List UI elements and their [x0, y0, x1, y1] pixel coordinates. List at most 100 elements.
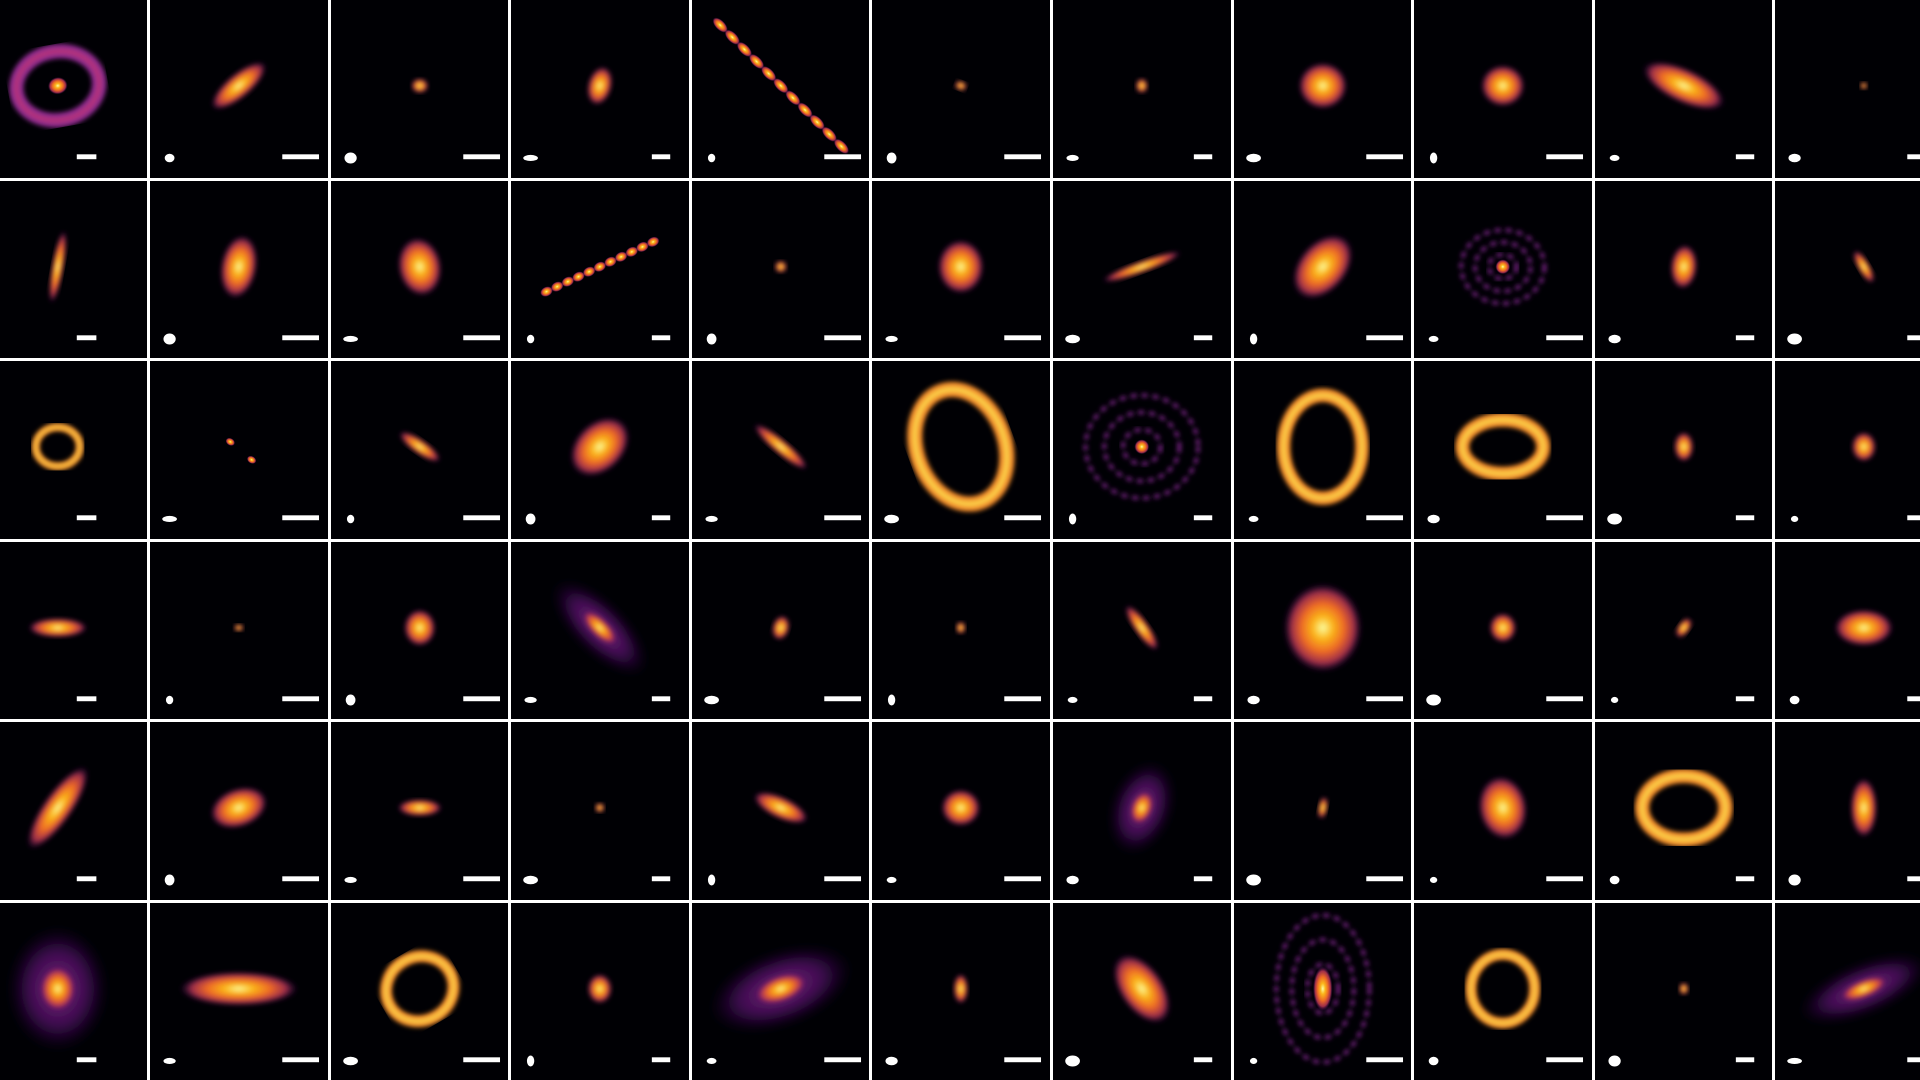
emission-blob	[49, 230, 67, 303]
beam-ellipse	[1430, 152, 1438, 164]
disk-image	[887, 80, 1042, 164]
emission-blob	[956, 621, 967, 634]
disk-image	[705, 424, 861, 523]
emission-blob	[397, 799, 442, 817]
disk-image-panel	[511, 180, 689, 359]
disk-image	[888, 621, 1042, 706]
scale-bar	[1907, 876, 1920, 882]
disk-emission	[211, 61, 267, 110]
emission-blob	[28, 617, 88, 638]
scale-bar	[1546, 154, 1584, 160]
disk-emission	[753, 424, 808, 470]
disk-image	[1245, 62, 1403, 163]
emission-ring-crest	[912, 387, 1010, 507]
emission-blob	[1675, 617, 1692, 638]
emission-blob	[1292, 234, 1353, 299]
disk-image	[1065, 250, 1213, 343]
disk-emission	[28, 617, 88, 638]
scale-bar	[1193, 515, 1213, 521]
beam-ellipse	[1609, 876, 1620, 885]
disk-emission	[953, 974, 969, 1004]
scale-bar	[1004, 334, 1042, 340]
scale-bar	[652, 334, 671, 340]
scale-bar	[1004, 696, 1042, 702]
scale-bar	[1004, 1057, 1042, 1063]
disk-image	[28, 617, 97, 702]
beam-ellipse	[1428, 1056, 1439, 1066]
beam-ellipse	[1245, 874, 1261, 886]
beam-ellipse	[888, 694, 896, 706]
disk-image	[1790, 609, 1920, 705]
emission-ring	[1083, 393, 1200, 501]
scale-bar	[1365, 154, 1403, 160]
scale-bar	[282, 334, 320, 340]
disk-image-panel	[330, 361, 509, 539]
beam-ellipse	[1787, 1057, 1803, 1065]
emission-knot	[724, 29, 740, 45]
disk-image	[707, 792, 861, 886]
emission-knot	[636, 241, 649, 252]
emission-knot	[583, 266, 596, 277]
beam-ellipse	[345, 694, 356, 706]
emission-blob	[1135, 78, 1148, 94]
disk-emission	[1459, 227, 1547, 305]
disk-image	[527, 236, 671, 343]
disk-emission	[1673, 432, 1694, 462]
scale-bar	[652, 515, 671, 521]
emission-knot	[821, 126, 837, 142]
disk-image-panel	[1594, 903, 1773, 1080]
beam-ellipse	[1608, 334, 1621, 343]
disk-image	[164, 787, 320, 886]
beam-ellipse	[1609, 154, 1620, 162]
disk-image-panel	[691, 903, 870, 1080]
emission-core	[1312, 966, 1333, 1011]
disk-emission	[403, 609, 436, 646]
disk-emission	[956, 621, 967, 634]
beam-ellipse	[1608, 1055, 1621, 1067]
disk-image	[9, 43, 107, 160]
disk-image	[1249, 234, 1403, 345]
emission-blob	[1480, 64, 1526, 107]
beam-ellipse	[1426, 694, 1442, 706]
disk-image-panel	[1775, 903, 1920, 1080]
scale-bar	[1193, 154, 1213, 160]
disk-image-panel	[1775, 541, 1920, 720]
beam-ellipse	[527, 334, 535, 343]
scale-bar	[652, 1057, 671, 1063]
beam-ellipse	[525, 513, 536, 525]
disk-emission	[1274, 913, 1371, 1065]
disk-emission	[1135, 78, 1148, 94]
emission-blob	[1317, 797, 1328, 820]
disk-image-panel	[330, 722, 509, 900]
disk-image-panel	[511, 722, 689, 900]
disk-image-panel	[1594, 722, 1773, 900]
scale-bar	[77, 515, 97, 521]
disk-emission	[1801, 954, 1920, 1023]
emission-ring	[1473, 239, 1533, 293]
disk-image-panel	[1233, 361, 1412, 539]
emission-ring-crest	[383, 954, 456, 1024]
disk-image	[1065, 954, 1213, 1067]
disk-image	[1249, 913, 1403, 1065]
beam-ellipse	[1249, 1057, 1257, 1065]
disk-image-panel	[1414, 903, 1592, 1080]
disk-image	[344, 78, 500, 164]
emission-blob	[211, 61, 267, 110]
beam-ellipse	[707, 874, 716, 886]
emission-knot	[604, 256, 617, 267]
emission-ring	[1305, 962, 1340, 1016]
emission-knot	[561, 276, 575, 287]
disk-image-panel	[1775, 361, 1920, 539]
disk-image	[345, 609, 500, 706]
disk-emission	[712, 17, 849, 154]
disk-image-panel	[1233, 903, 1412, 1080]
disk-image	[1066, 763, 1213, 885]
disk-emission	[233, 623, 244, 632]
disk-emission	[1851, 432, 1877, 462]
emission-blob	[210, 787, 268, 830]
emission-blob	[1642, 61, 1725, 110]
scale-bar	[462, 876, 500, 882]
emission-ring	[1121, 427, 1163, 466]
emission-blob	[1860, 82, 1868, 90]
disk-image	[344, 799, 500, 884]
